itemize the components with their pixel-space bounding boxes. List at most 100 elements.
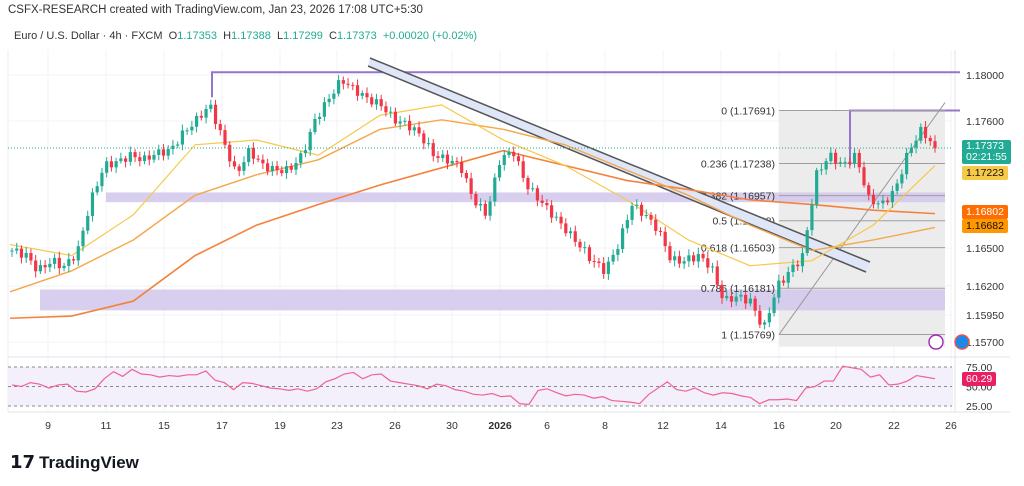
candle-body (360, 93, 364, 96)
candle-body (919, 126, 923, 141)
candle-body (76, 246, 80, 261)
candle-body (393, 111, 397, 124)
candle (493, 173, 497, 207)
candle-body (57, 257, 61, 269)
candle-body (512, 151, 516, 157)
candle-body (232, 161, 237, 167)
support-zone (106, 192, 945, 203)
candle (611, 249, 615, 265)
candle-body (332, 93, 336, 99)
candle (313, 113, 317, 135)
candle-body (602, 263, 606, 274)
candle (318, 112, 322, 125)
candle (398, 115, 402, 130)
candle (251, 142, 255, 165)
candle-body (251, 148, 255, 159)
candle (119, 152, 123, 164)
candle (48, 258, 52, 272)
candle-body (545, 202, 549, 206)
candle (374, 93, 379, 110)
candle (663, 226, 667, 253)
candle (38, 259, 42, 275)
candle-body (701, 254, 705, 259)
candle-body (739, 294, 743, 297)
ma-slow-line (9, 149, 936, 320)
candle-body (606, 261, 610, 274)
candle (526, 175, 530, 195)
candle-body (275, 165, 279, 171)
candle-body (318, 116, 322, 119)
candle-body (195, 115, 199, 127)
candle-body (815, 170, 819, 205)
candle-body (507, 151, 511, 156)
candle-body (180, 130, 184, 145)
candle-body (114, 161, 118, 168)
candle (426, 137, 431, 147)
time-axis-label: 26 (945, 420, 957, 432)
candle-body (895, 183, 899, 191)
candle-body (67, 259, 71, 266)
candle-body (299, 153, 303, 164)
time-axis-label: 6 (544, 420, 550, 432)
candle (57, 251, 61, 275)
candle (843, 157, 847, 168)
candle (469, 172, 473, 200)
candle (630, 202, 634, 225)
candle-body (772, 297, 776, 314)
candle-body (43, 265, 47, 268)
candle (815, 167, 819, 209)
candle-body (138, 157, 142, 162)
candle-body (710, 266, 715, 268)
candle-body (445, 154, 450, 164)
candle (559, 212, 563, 230)
candle (393, 107, 397, 127)
candle (725, 291, 729, 301)
candle-body (540, 200, 544, 203)
candle (791, 259, 795, 277)
candle (308, 128, 312, 156)
candle-body (213, 104, 218, 125)
candle-body (597, 261, 601, 264)
candle-body (611, 254, 615, 262)
candle-body (497, 165, 502, 178)
candle-body (204, 108, 208, 118)
tradingview-logo[interactable]: 𝟭𝟳 TradingView (10, 452, 139, 473)
candle-body (34, 260, 38, 272)
candle-body (71, 259, 76, 261)
candle (441, 149, 445, 162)
candle-body (474, 193, 478, 206)
candle (185, 127, 189, 135)
candle (867, 182, 871, 201)
candle-body (838, 162, 842, 164)
candle-body (867, 185, 871, 195)
candle-body (408, 120, 412, 131)
candle-body (105, 161, 109, 173)
candle (370, 93, 374, 108)
candle (668, 241, 672, 264)
candle-body (829, 152, 833, 162)
candle (204, 104, 208, 124)
candle-body (687, 255, 691, 262)
candle (673, 251, 677, 267)
candle (15, 242, 19, 255)
candle (658, 227, 663, 237)
candle (758, 304, 762, 328)
candle (909, 143, 913, 157)
candle-body (805, 230, 809, 254)
candle-body (455, 160, 459, 162)
high-value: 1.17388 (231, 30, 271, 42)
candle-body (554, 216, 558, 218)
candle-body (185, 130, 189, 132)
last-price-tag: 1.17373 02:21:55 (962, 140, 1011, 164)
candle-body (441, 154, 445, 158)
candle-body (516, 156, 521, 162)
candle (81, 227, 85, 252)
candle-body (403, 120, 407, 122)
candle-body (351, 84, 355, 86)
candle-body (133, 152, 137, 158)
candle-body (479, 203, 483, 206)
symbol-name[interactable]: Euro / U.S. Dollar · 4h · FXCM (14, 30, 163, 42)
candle-body (573, 231, 577, 242)
candle (554, 212, 558, 221)
